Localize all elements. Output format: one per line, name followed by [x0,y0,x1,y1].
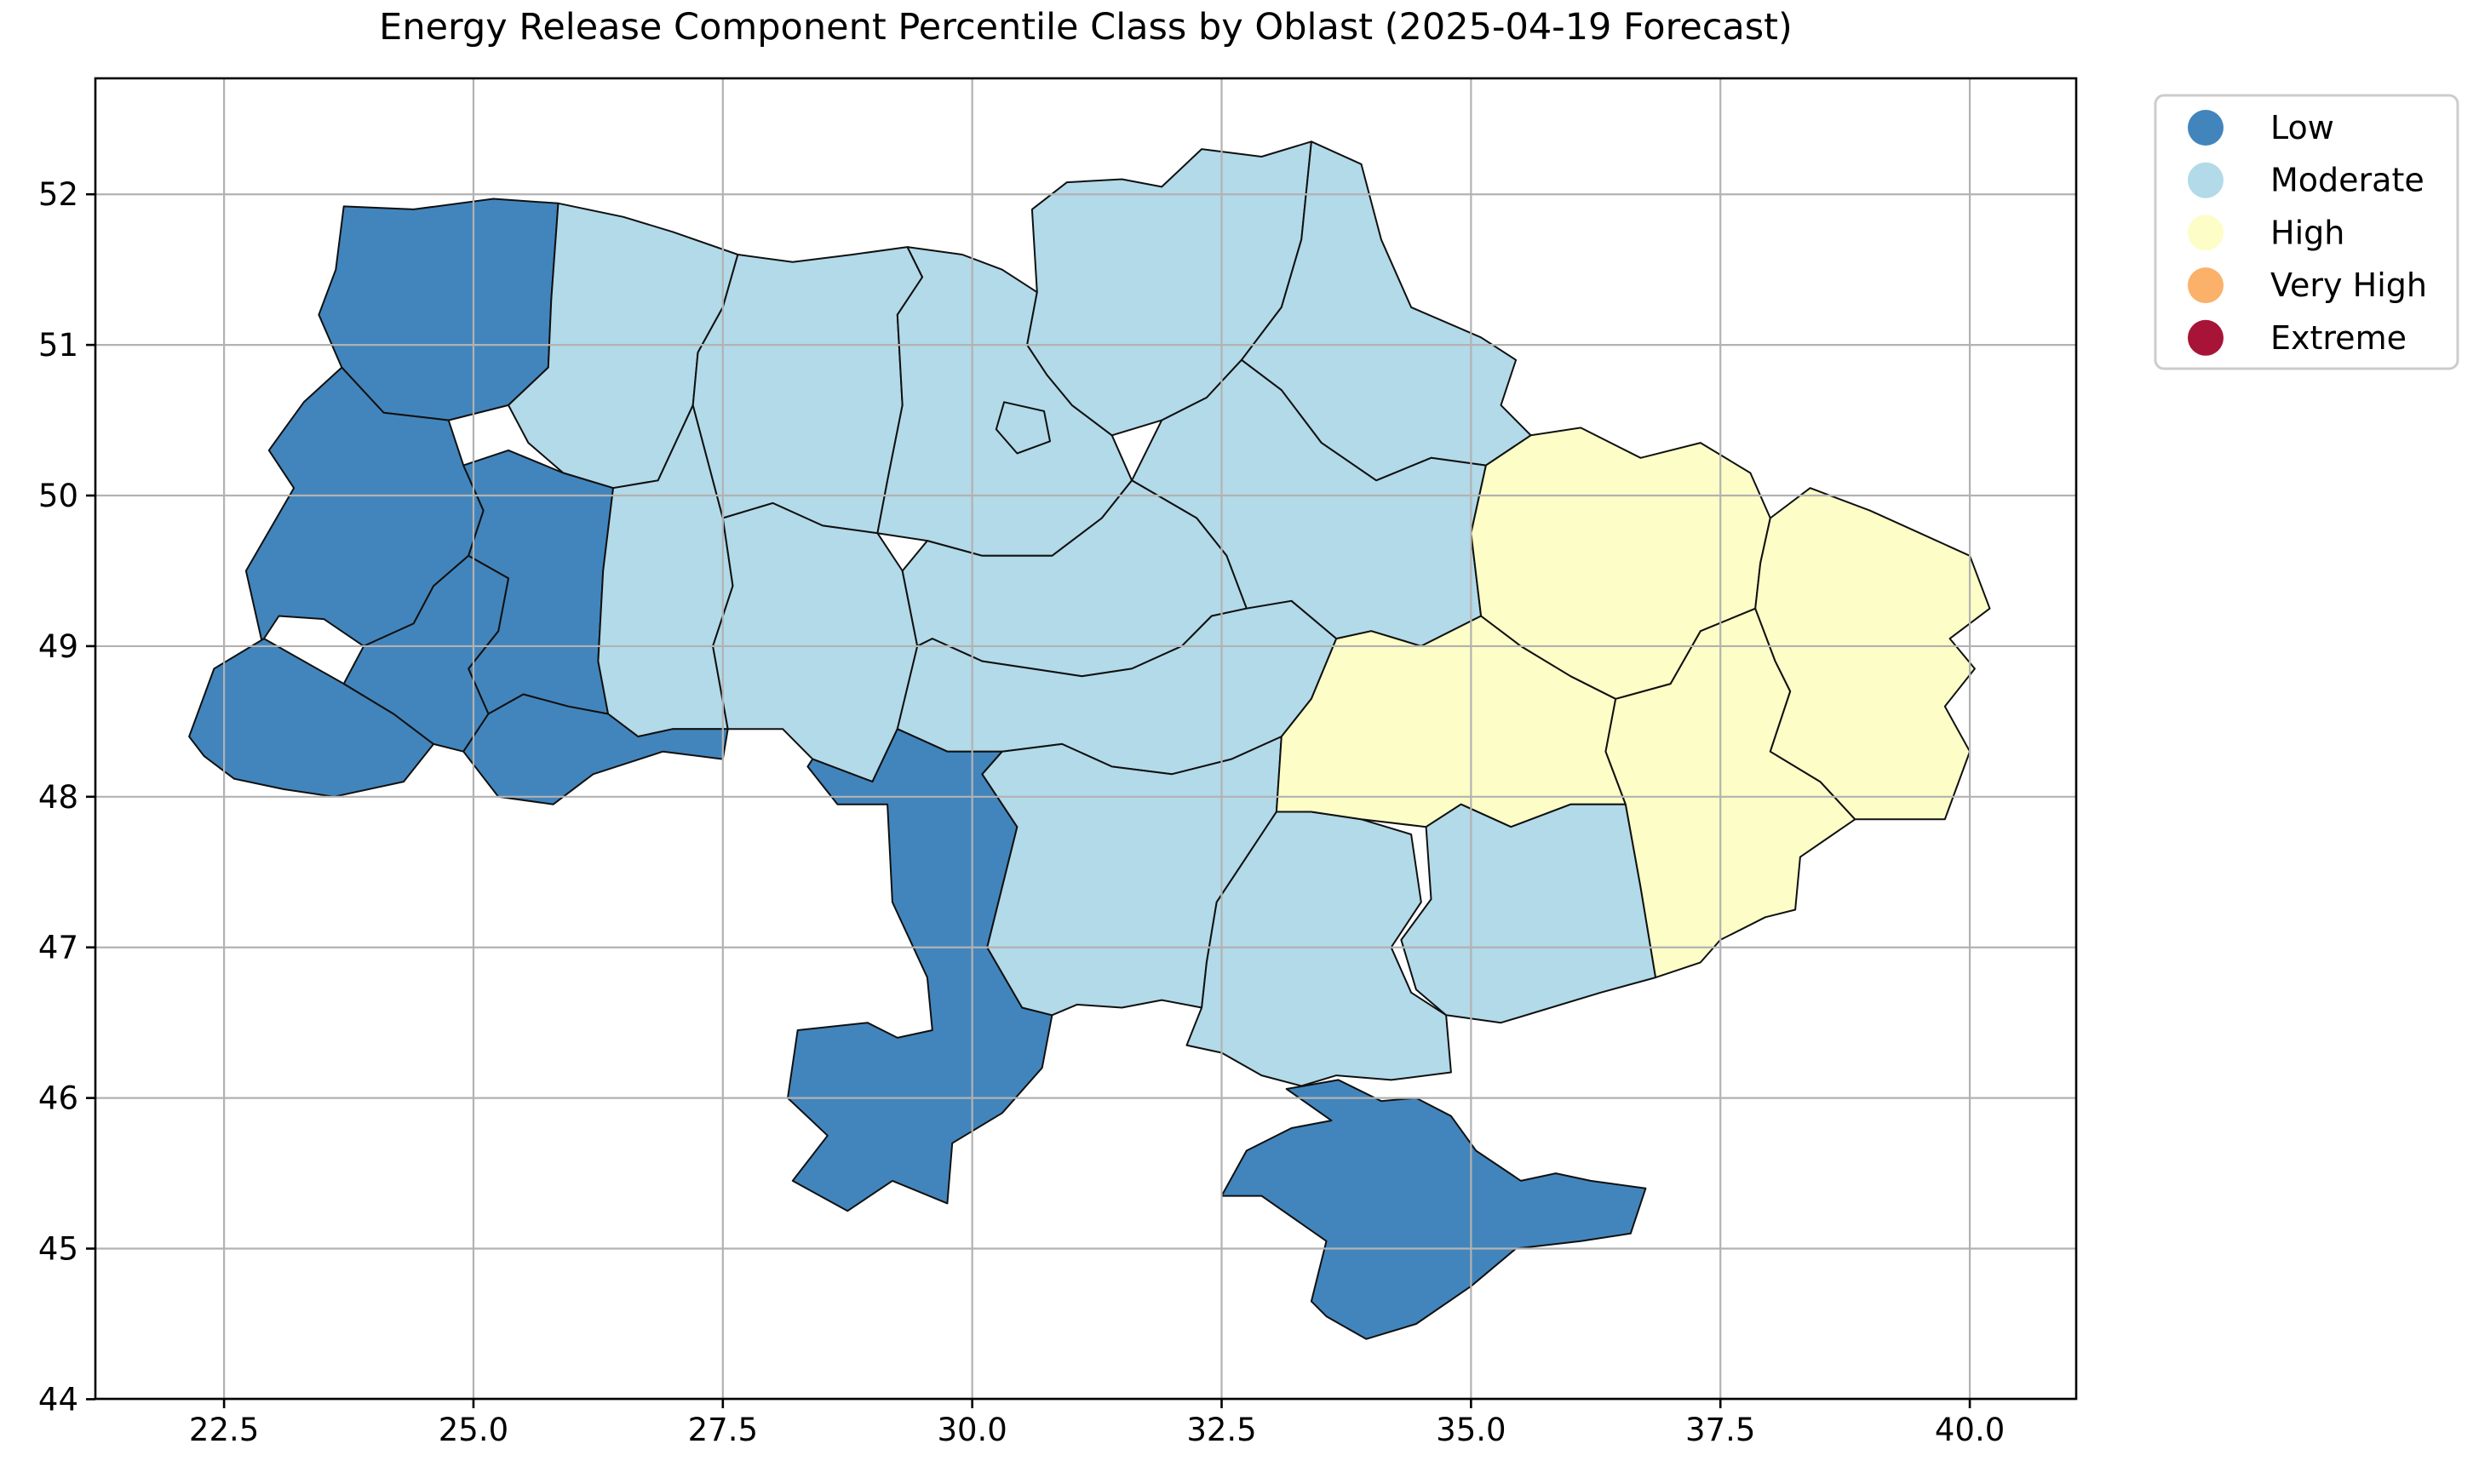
region-zaporizhzhia [1400,803,1657,1024]
x-tick-label: 37.5 [1685,1412,1755,1448]
legend-label-very-high: Very High [2270,266,2427,304]
chart-title: Energy Release Component Percentile Clas… [379,6,1793,49]
legend-swatch-very-high [2188,267,2224,304]
legend-label-low: Low [2270,109,2334,146]
region-chernivtsi [462,693,729,805]
y-tick-label: 44 [38,1381,78,1418]
region-mykolaiv [981,736,1283,1017]
region-luhansk [1754,487,1991,821]
legend-swatch-low [2188,110,2224,146]
y-tick-label: 46 [38,1080,78,1117]
x-tick-label: 25.0 [439,1412,508,1448]
y-tick-label: 52 [38,176,78,213]
legend-swatch-extreme [2188,319,2224,356]
y-tick-label: 51 [38,327,78,364]
legend-swatch-moderate [2188,162,2224,198]
axes-border [94,77,2078,1401]
x-tick-label: 32.5 [1186,1412,1256,1448]
legend: Low Moderate High Very High Extreme [2154,94,2459,370]
legend-label-moderate: Moderate [2270,162,2424,199]
y-tick-label: 49 [38,628,78,665]
x-tick-label: 40.0 [1935,1412,2005,1448]
region-kherson [1185,811,1452,1087]
legend-swatch-high [2188,215,2224,251]
legend-label-extreme: Extreme [2270,319,2407,357]
x-tick-label: 30.0 [937,1412,1007,1448]
x-tick-label: 27.5 [688,1412,758,1448]
y-tick-label: 45 [38,1231,78,1268]
x-axis-ticks: 22.5 25.0 27.5 30.0 32.5 35.0 37.5 40.0 [189,1399,2005,1448]
gridlines [95,78,2076,1401]
x-tick-label: 22.5 [189,1412,259,1448]
y-axis-ticks: 44 45 46 47 48 49 50 51 52 [38,176,95,1418]
legend-label-high: High [2270,214,2344,251]
y-tick-label: 50 [38,478,78,514]
region-kyiv-city [995,401,1051,455]
legend-box [2154,94,2459,370]
y-tick-label: 47 [38,930,78,966]
x-tick-label: 35.0 [1436,1412,1506,1448]
y-tick-label: 48 [38,779,78,816]
